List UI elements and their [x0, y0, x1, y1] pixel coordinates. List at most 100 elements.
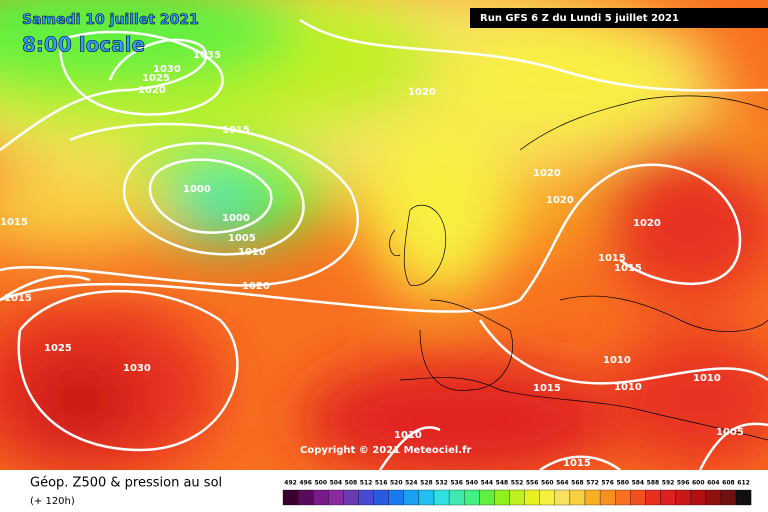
- isobar-label: 1030: [123, 363, 151, 374]
- legend-label: 560: [541, 480, 554, 487]
- legend-label: 576: [601, 480, 614, 487]
- legend-swatch: [615, 489, 631, 506]
- isobar-label: 1030: [153, 64, 181, 75]
- legend-swatch: [720, 489, 737, 506]
- isobar-label: 1035: [193, 50, 221, 61]
- legend-label: 492: [284, 480, 297, 487]
- legend-swatch: [418, 489, 435, 506]
- legend-label: 540: [465, 480, 478, 487]
- legend-swatch: [448, 489, 465, 506]
- legend-label: 500: [314, 480, 327, 487]
- isobar-label: 1020: [408, 87, 436, 98]
- legend-label: 584: [632, 480, 645, 487]
- legend-swatch: [388, 489, 404, 506]
- isobar-label: 1010: [394, 430, 422, 441]
- legend-swatch: [358, 489, 374, 506]
- legend-swatch: [509, 489, 525, 506]
- legend-label: 532: [435, 480, 448, 487]
- legend: 492 496 500 504 508 512 516 520 524 528 532 536 540 5…: [282, 480, 752, 506]
- isobar-label: 1020: [546, 195, 574, 206]
- isobar-label: 1015: [598, 253, 626, 264]
- legend-swatch: [554, 489, 571, 506]
- legend-label: 548: [496, 480, 509, 487]
- isobar-label: 1020: [633, 218, 661, 229]
- legend-swatch: [705, 489, 722, 506]
- legend-label: 544: [481, 480, 494, 487]
- legend-swatch: [282, 489, 299, 506]
- legend-label: 564: [556, 480, 569, 487]
- legend-swatch: [599, 489, 616, 506]
- date: Samedi 10 juillet 2021: [22, 12, 199, 28]
- legend-label: 580: [616, 480, 629, 487]
- legend-label: 524: [405, 480, 418, 487]
- legend-label: 612: [737, 480, 750, 487]
- isobar-label: 1010: [238, 247, 266, 258]
- legend-swatch: [373, 489, 389, 506]
- isobar-label: 1020: [138, 85, 166, 96]
- isobar-label: 1010: [614, 382, 642, 393]
- legend-swatch: [660, 489, 676, 506]
- legend-label: 552: [511, 480, 524, 487]
- legend-swatch: [479, 489, 495, 506]
- legend-label: 504: [330, 480, 343, 487]
- legend-swatch: [645, 489, 661, 506]
- isobar-label: 1025: [142, 73, 170, 84]
- legend-swatch: [569, 489, 586, 506]
- legend-swatch: [464, 489, 480, 506]
- legend-swatch: [433, 489, 450, 506]
- legend-swatch: [403, 489, 420, 506]
- legend-swatch: [297, 489, 314, 506]
- run-info: Run GFS 6 Z du Lundi 5 juillet 2021: [480, 13, 679, 24]
- footer-lead: (+ 120h): [30, 496, 75, 507]
- isobars: [0, 18, 768, 470]
- legend-label: 568: [571, 480, 584, 487]
- legend-swatch: [630, 489, 646, 506]
- isobar-label: 1015: [563, 458, 591, 469]
- legend-swatch: [343, 489, 359, 506]
- isobar-label: 1025: [44, 343, 72, 354]
- isobar-label: 1005: [228, 233, 256, 244]
- legend-swatch: [675, 489, 691, 506]
- legend-label: 572: [586, 480, 599, 487]
- legend-label: 520: [390, 480, 403, 487]
- isobar-label: 1020: [242, 281, 270, 292]
- isobar-label: 1005: [716, 427, 744, 438]
- legend-label: 604: [707, 480, 720, 487]
- legend-label: 536: [450, 480, 463, 487]
- legend-swatch: [690, 489, 706, 506]
- isobar-label: 1015: [0, 217, 28, 228]
- legend-label: 600: [692, 480, 705, 487]
- time: 8:00 locale: [22, 33, 145, 57]
- legend-swatch: [735, 489, 752, 506]
- legend-label: 496: [299, 480, 312, 487]
- legend-label: 528: [420, 480, 433, 487]
- isobar-label: 1010: [693, 373, 721, 384]
- legend-label: 596: [677, 480, 690, 487]
- legend-label: 516: [375, 480, 388, 487]
- isobar-label: 1015: [614, 263, 642, 274]
- legend-label: 608: [722, 480, 735, 487]
- legend-label: 592: [662, 480, 675, 487]
- legend-label: 512: [360, 480, 373, 487]
- isobar-label: 1000: [222, 213, 250, 224]
- copyright: Copyright © 2021 Meteociel.fr: [300, 445, 471, 456]
- legend-swatch: [494, 489, 510, 506]
- legend-swatch: [328, 489, 344, 506]
- run-box: [470, 8, 768, 28]
- legend-swatch: [313, 489, 329, 506]
- isobar-label: 1010: [603, 355, 631, 366]
- legend-swatch: [524, 489, 540, 506]
- isobar-label: 1015: [4, 293, 32, 304]
- isobar-label: 1020: [533, 168, 561, 179]
- footer-title: Géop. Z500 & pression au sol: [30, 476, 222, 491]
- isobar-label: 1015: [222, 125, 250, 136]
- legend-label: 508: [345, 480, 358, 487]
- legend-swatch: [539, 489, 555, 506]
- isobar-label: 1000: [183, 184, 211, 195]
- legend-label: 588: [647, 480, 660, 487]
- coastlines: [389, 95, 768, 441]
